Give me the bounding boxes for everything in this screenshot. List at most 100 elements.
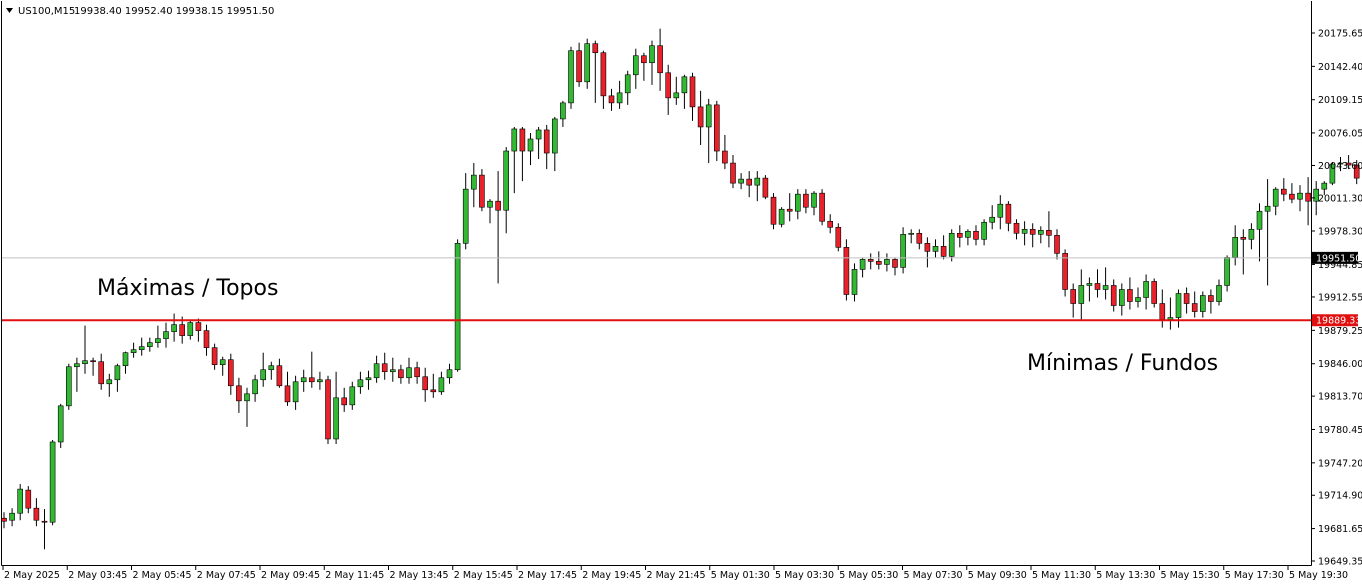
y-tick-label: 19714.90 xyxy=(1318,491,1362,502)
bullish-candle xyxy=(1256,210,1263,230)
x-tick-label: 5 May 17:30 xyxy=(1225,570,1284,581)
bullish-candle xyxy=(859,259,866,270)
bearish-candle xyxy=(25,489,32,509)
bullish-candle xyxy=(462,188,469,244)
y-tick-label: 19978.30 xyxy=(1318,226,1362,237)
bullish-candle xyxy=(981,221,987,240)
bearish-candle xyxy=(1159,303,1166,320)
bullish-candle xyxy=(1321,182,1328,190)
bearish-candle xyxy=(179,324,185,336)
bullish-candle xyxy=(908,232,915,235)
bullish-candle xyxy=(66,366,72,407)
x-tick-label: 5 May 11:30 xyxy=(1032,570,1091,581)
candles-layer xyxy=(1,28,1360,550)
bullish-candle xyxy=(778,208,785,225)
bullish-candle xyxy=(138,346,145,350)
bearish-candle xyxy=(1183,293,1190,304)
bearish-candle xyxy=(1046,229,1052,236)
bullish-candle xyxy=(300,377,307,383)
bullish-candle xyxy=(252,379,258,395)
bearish-candle xyxy=(892,259,898,268)
bullish-candle xyxy=(82,360,88,365)
bearish-candle xyxy=(236,385,242,402)
bullish-candle xyxy=(932,246,939,252)
bearish-candle xyxy=(730,162,736,184)
bullish-candle xyxy=(147,342,153,347)
bullish-candle xyxy=(1313,188,1319,202)
x-tick-label: 2 May 09:45 xyxy=(261,570,320,581)
x-tick-label: 5 May 15:30 xyxy=(1161,570,1220,581)
y-tick-label: 19780.45 xyxy=(1318,425,1362,436)
bullish-candle xyxy=(560,102,566,120)
bearish-candle xyxy=(308,377,315,383)
bearish-candle xyxy=(973,230,979,240)
bearish-candle xyxy=(479,174,485,208)
y-tick-label: 19944.85 xyxy=(1318,260,1362,271)
ohlc-values: 19938.40 19952.40 19938.15 19951.50 xyxy=(74,6,274,17)
dropdown-triangle-icon[interactable] xyxy=(6,8,13,13)
bullish-candle xyxy=(1119,289,1125,306)
bearish-candle xyxy=(276,365,283,387)
bearish-candle xyxy=(1005,203,1012,224)
bearish-candle xyxy=(697,106,704,128)
x-tick-label: 2 May 15:45 xyxy=(454,570,513,581)
bearish-candle xyxy=(211,347,218,366)
bearish-candle xyxy=(1054,235,1060,254)
bullish-candle xyxy=(1038,229,1044,235)
x-tick-label: 5 May 03:30 xyxy=(775,570,834,581)
bearish-candle xyxy=(543,129,550,154)
bearish-candle xyxy=(916,232,923,244)
bearish-candle xyxy=(33,507,40,521)
bullish-candle xyxy=(568,50,574,104)
level-price-tag-text: 19889.33 xyxy=(1316,316,1361,327)
price-axis: 20175.65 20142.40 20109.15 20076.05 20043.60… xyxy=(1311,29,1362,568)
bearish-candle xyxy=(519,128,526,152)
bearish-candle xyxy=(341,397,348,406)
bearish-candle xyxy=(422,376,429,391)
annotation-lows: Mínimas / Fundos xyxy=(1027,351,1218,376)
bearish-candle xyxy=(576,50,582,83)
bearish-candle xyxy=(1094,283,1101,290)
bullish-candle xyxy=(811,192,817,208)
bearish-candle xyxy=(430,389,437,393)
x-tick-label: 5 May 07:30 xyxy=(904,570,963,581)
bullish-candle xyxy=(1086,283,1093,286)
x-tick-label: 5 May 13:30 xyxy=(1096,570,1155,581)
bullish-candle xyxy=(754,177,761,186)
bullish-candle xyxy=(1143,281,1149,298)
x-tick-label: 2 May 11:45 xyxy=(325,570,384,581)
bearish-candle xyxy=(1353,164,1360,179)
bearish-candle xyxy=(835,226,842,248)
bearish-candle xyxy=(940,246,947,257)
bearish-candle xyxy=(1305,192,1311,202)
bullish-candle xyxy=(1264,205,1271,212)
bullish-candle xyxy=(373,363,380,379)
bullish-candle xyxy=(632,55,639,76)
bullish-candle xyxy=(317,379,323,383)
x-tick-label: 5 May 01:30 xyxy=(711,570,770,581)
current-price-tag-text: 19951.50 xyxy=(1316,253,1361,264)
annotation-highs: Máximas / Topos xyxy=(97,276,278,301)
x-tick-label: 2 May 13:45 xyxy=(390,570,449,581)
bearish-candle xyxy=(1070,289,1076,304)
y-tick-label: 19912.55 xyxy=(1318,292,1362,303)
price-lines-layer xyxy=(2,257,1311,322)
bearish-candle xyxy=(641,55,647,64)
y-tick-label: 20011.30 xyxy=(1318,193,1362,204)
bullish-candle xyxy=(997,203,1004,218)
bullish-candle xyxy=(163,331,169,339)
x-tick-label: 2 May 07:45 xyxy=(197,570,256,581)
bullish-candle xyxy=(527,138,534,152)
bullish-candle xyxy=(74,363,80,368)
bearish-candle xyxy=(1191,303,1198,312)
y-tick-label: 19879.25 xyxy=(1318,326,1362,337)
bullish-candle xyxy=(551,118,558,154)
bullish-candle xyxy=(1102,285,1109,290)
bearish-candle xyxy=(1013,222,1020,234)
bearish-candle xyxy=(819,192,825,222)
bearish-candle xyxy=(381,363,388,373)
x-tick-label: 2 May 17:45 xyxy=(518,570,577,581)
bullish-candle xyxy=(349,386,356,406)
bullish-candle xyxy=(851,269,858,295)
